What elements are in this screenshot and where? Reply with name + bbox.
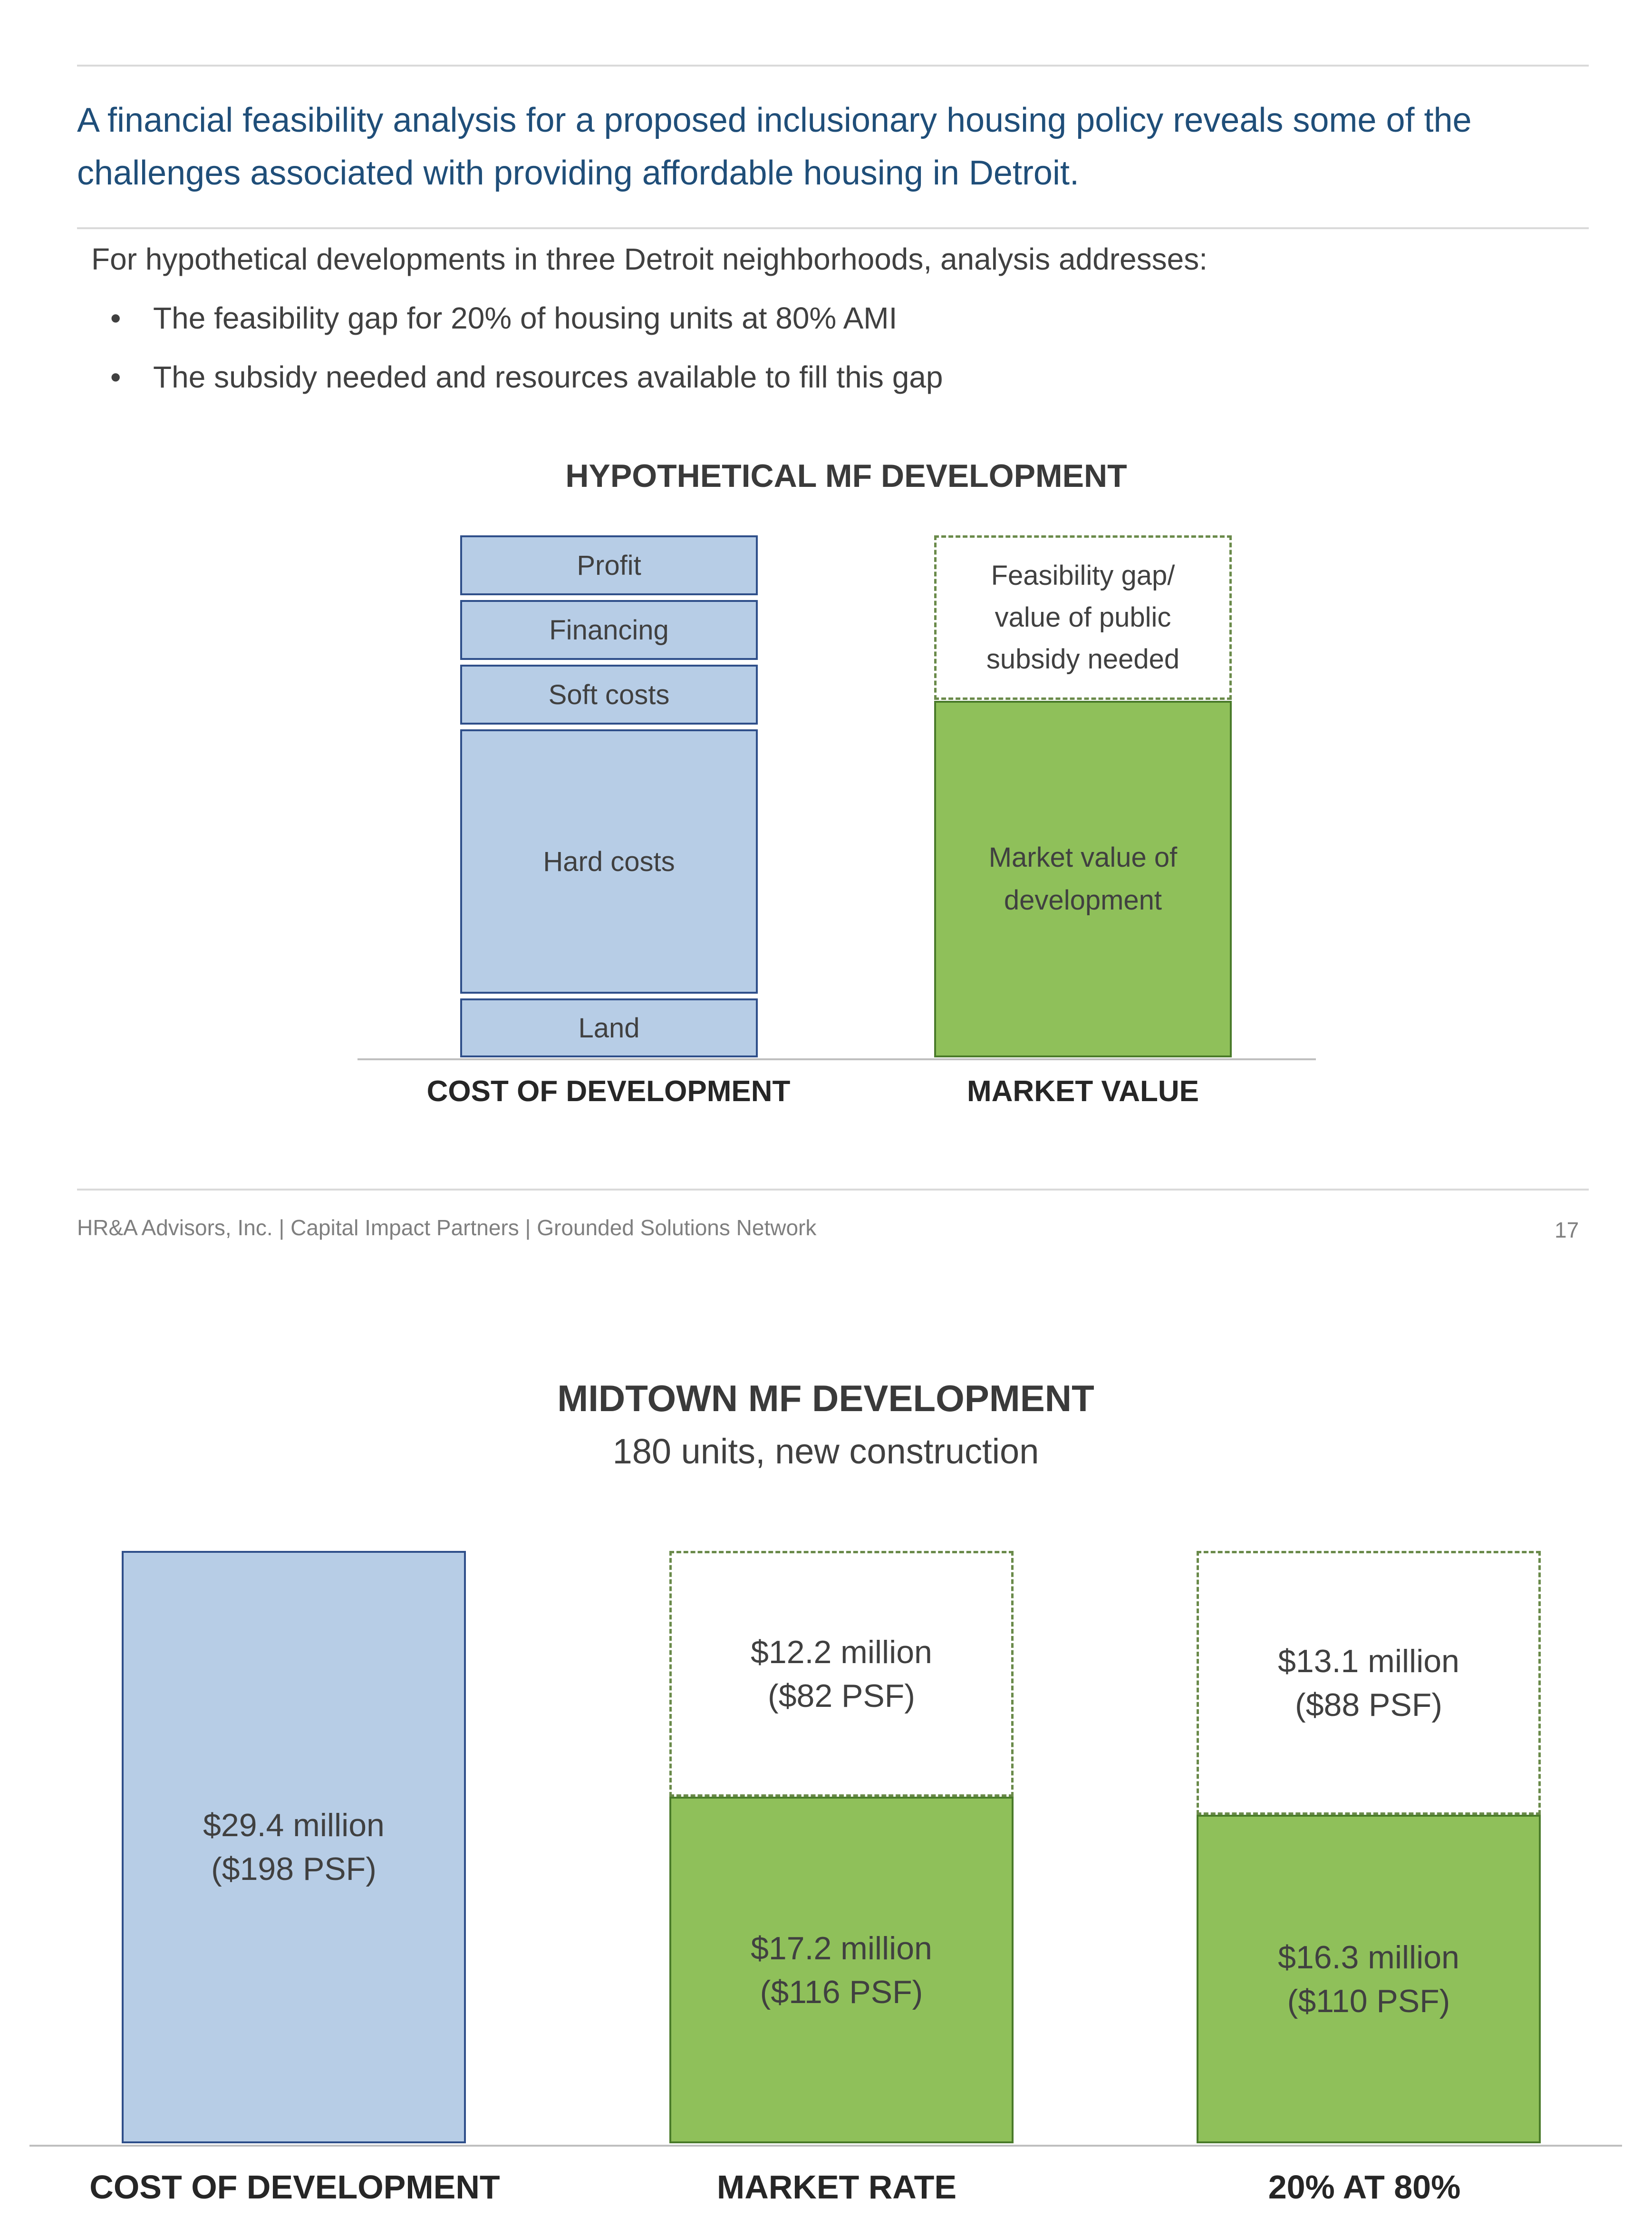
midtown-affordable-gap-bar: $13.1 million ($88 PSF) [1197,1551,1541,1815]
midtown-affordable-value-bar-psf: ($110 PSF) [1287,1983,1450,2019]
midtown-market-rate-gap-bar-psf: ($82 PSF) [768,1677,915,1714]
midtown-cost-bar-amount: $29.4 million [203,1807,385,1843]
midtown-affordable-gap-bar-amount: $13.1 million [1278,1643,1459,1679]
bullet-text: The subsidy needed and resources availab… [153,360,943,394]
midtown-affordable-gap-bar-psf: ($88 PSF) [1295,1686,1442,1723]
soft-costs-segment: Soft costs [460,665,758,725]
intro-text: For hypothetical developments in three D… [91,242,1208,276]
midtown-market-rate-value-bar-psf: ($116 PSF) [760,1974,923,2010]
land-label: Land [578,1012,640,1044]
midtown-chart-subtitle: 180 units, new construction [612,1432,1039,1471]
hard-costs-segment: Hard costs [460,729,758,994]
footer-rule [77,1189,1589,1191]
midtown-category-cost: COST OF DEVELOPMENT [89,2169,500,2206]
top-rule [77,65,1589,67]
market-value-segment: Market value of development [934,701,1232,1057]
page-headline: A financial feasibility analysis for a p… [77,101,1472,192]
bullet-dot: • [110,360,121,394]
hypothetical-baseline [357,1058,1316,1060]
soft-costs-label: Soft costs [548,679,670,710]
bullet-dot: • [110,301,121,335]
midtown-market-rate-value-bar-amount: $17.2 million [751,1930,932,1966]
financing-label: Financing [549,614,669,646]
feasibility-gap-label: Feasibility gap/ value of public subsidy… [986,560,1180,675]
midtown-category-affordable: 20% AT 80% [1268,2169,1461,2206]
profit-segment: Profit [460,535,758,595]
hypothetical-chart-title: HYPOTHETICAL MF DEVELOPMENT [565,458,1127,494]
midtown-affordable-value-bar-amount: $16.3 million [1278,1939,1459,1975]
midtown-chart-title: MIDTOWN MF DEVELOPMENT [557,1377,1094,1419]
feasibility-gap-segment: Feasibility gap/ value of public subsidy… [934,535,1232,700]
hard-costs-label: Hard costs [543,846,675,877]
midtown-cost-bar: $29.4 million ($198 PSF) [122,1551,466,2143]
bullet-text: The feasibility gap for 20% of housing u… [153,301,898,335]
hypothetical-category-market: MARKET VALUE [967,1075,1199,1108]
midtown-cost-bar-psf: ($198 PSF) [211,1851,377,1887]
footer-credits: HR&A Advisors, Inc. | Capital Impact Par… [77,1215,817,1240]
bullet-item: • The subsidy needed and resources availa… [110,359,943,395]
midtown-market-rate-gap-bar: $12.2 million ($82 PSF) [669,1551,1014,1797]
market-value-label: Market value of development [988,842,1178,916]
financing-segment: Financing [460,600,758,660]
land-segment: Land [460,998,758,1057]
midtown-market-rate-gap-bar-amount: $12.2 million [751,1634,932,1670]
bullet-item: • The feasibility gap for 20% of housing … [110,300,897,336]
page-number: 17 [1555,1218,1579,1242]
midtown-affordable-value-bar: $16.3 million ($110 PSF) [1197,1815,1541,2143]
midtown-market-rate-value-bar: $17.2 million ($116 PSF) [669,1797,1014,2143]
headline-rule [77,227,1589,229]
midtown-baseline [29,2145,1622,2147]
hypothetical-category-cost: COST OF DEVELOPMENT [426,1075,791,1108]
profit-label: Profit [577,550,641,581]
midtown-category-market-rate: MARKET RATE [716,2169,957,2206]
